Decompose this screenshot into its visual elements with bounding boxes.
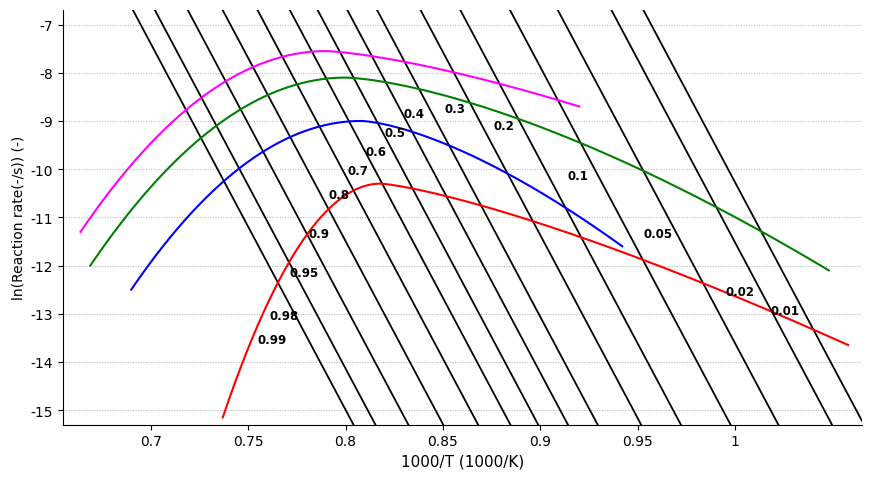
Text: 0.98: 0.98 xyxy=(270,309,299,322)
Text: 0.01: 0.01 xyxy=(770,304,800,317)
Text: 0.1: 0.1 xyxy=(567,170,588,183)
Text: 0.02: 0.02 xyxy=(725,285,754,298)
Text: 0.9: 0.9 xyxy=(308,228,329,240)
Text: 0.3: 0.3 xyxy=(445,102,466,116)
Text: 0.95: 0.95 xyxy=(289,266,319,279)
Text: 0.4: 0.4 xyxy=(404,108,425,120)
Text: 0.8: 0.8 xyxy=(328,189,349,202)
Text: 0.6: 0.6 xyxy=(365,146,386,159)
Text: 0.99: 0.99 xyxy=(258,333,287,346)
Text: 0.5: 0.5 xyxy=(384,127,406,140)
Y-axis label: ln(Reaction rate(-/s)) (-): ln(Reaction rate(-/s)) (-) xyxy=(11,136,25,300)
Text: 0.05: 0.05 xyxy=(643,228,673,240)
Text: 0.2: 0.2 xyxy=(493,120,514,132)
Text: 0.7: 0.7 xyxy=(347,165,368,178)
X-axis label: 1000/T (1000/K): 1000/T (1000/K) xyxy=(401,454,524,469)
